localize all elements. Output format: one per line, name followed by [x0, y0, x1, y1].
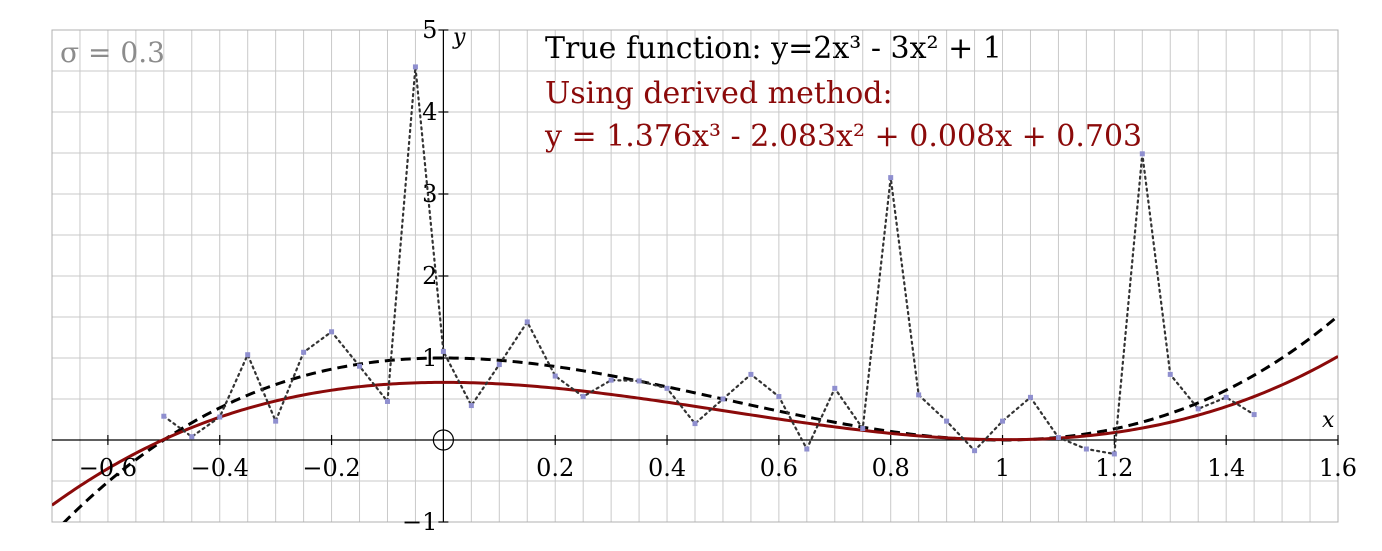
noisy-data-point: [608, 377, 614, 383]
noisy-data-point: [748, 371, 754, 377]
noisy-data-point: [720, 396, 726, 402]
noisy-data-point: [301, 349, 307, 355]
x-tick-label: 1.4: [1207, 454, 1245, 482]
noisy-data-point: [1083, 446, 1089, 452]
x-tick-label: 1.6: [1319, 454, 1357, 482]
noisy-data-point: [916, 392, 922, 398]
noisy-data-point: [412, 64, 418, 70]
x-tick-label: −0.6: [79, 454, 137, 482]
derived-method-title: Using derived method:: [545, 76, 893, 111]
series-group: [52, 64, 1338, 522]
noisy-data-point: [496, 362, 502, 368]
noisy-data-point: [189, 434, 195, 440]
noisy-data-point: [664, 385, 670, 391]
noisy-data-point: [1111, 451, 1117, 457]
noisy-data-point: [804, 446, 810, 452]
noisy-data-point: [692, 421, 698, 427]
x-tick-label: −0.2: [302, 454, 360, 482]
x-tick-label: 0.2: [536, 454, 574, 482]
x-tick-label: 1.2: [1095, 454, 1133, 482]
y-axis-label: y: [452, 25, 466, 50]
y-tick-label: 5: [422, 16, 437, 44]
x-tick-label: −0.4: [191, 454, 249, 482]
noisy-data-point: [580, 394, 586, 400]
noisy-data-point: [552, 373, 558, 379]
noisy-data-point: [524, 319, 530, 325]
noisy-data-point: [1223, 394, 1229, 400]
sigma-annotation: σ = 0.3: [60, 36, 165, 69]
series: [52, 64, 1338, 522]
noisy-data-point: [972, 448, 978, 454]
y-tick-label: 1: [422, 344, 437, 372]
derived-method-equation: y = 1.376x³ - 2.083x² + 0.008x + 0.703: [544, 119, 1142, 154]
noisy-data-point: [273, 418, 279, 424]
y-tick-label: 3: [422, 180, 437, 208]
x-axis-label: x: [1322, 408, 1335, 433]
x-tick-label: 0.8: [872, 454, 910, 482]
noisy-data-point: [888, 175, 894, 181]
plot-frame: [51, 29, 1339, 523]
true-function-curve: [62, 314, 1338, 522]
noisy-data-point: [1000, 418, 1006, 424]
noisy-data-point: [1167, 371, 1173, 377]
derived-fit-curve: [52, 355, 1338, 507]
x-tick-label: 0.4: [648, 454, 686, 482]
noisy-data-point: [1027, 394, 1033, 400]
y-tick-label: −1: [402, 508, 437, 536]
noisy-data-point: [384, 398, 390, 404]
y-tick-label: 2: [422, 262, 437, 290]
noisy-data-point: [776, 394, 782, 400]
noisy-data-point: [468, 403, 474, 409]
noisy-data-line: [162, 66, 1256, 456]
noisy-data-point: [636, 378, 642, 384]
noisy-data-point: [245, 352, 251, 358]
noisy-data-point: [217, 414, 223, 420]
noisy-data-point: [161, 413, 167, 419]
tick-labels: −0.6 −0.4 −0.2 0.2 0.4 0.6 0.8 1 1.2 1.4 1.6 −1 1 2 3 4…: [79, 16, 1357, 536]
noisy-data-point: [440, 348, 446, 354]
tick-marks: [107, 29, 1339, 523]
noisy-data-point: [1251, 412, 1257, 418]
noisy-data-point: [1195, 406, 1201, 412]
noisy-data-point: [860, 426, 866, 432]
noisy-data-point: [832, 385, 838, 391]
noisy-data-point: [944, 418, 950, 424]
noisy-data-point: [1055, 435, 1061, 441]
true-function-annotation: True function: y=2x³ - 3x² + 1: [545, 31, 1002, 66]
noisy-data-point: [329, 329, 335, 335]
y-tick-label: 4: [422, 98, 437, 126]
x-tick-label: 1: [995, 454, 1010, 482]
noisy-data-point: [357, 363, 363, 369]
x-tick-label: 0.6: [760, 454, 798, 482]
noisy-data-point: [1139, 151, 1145, 157]
